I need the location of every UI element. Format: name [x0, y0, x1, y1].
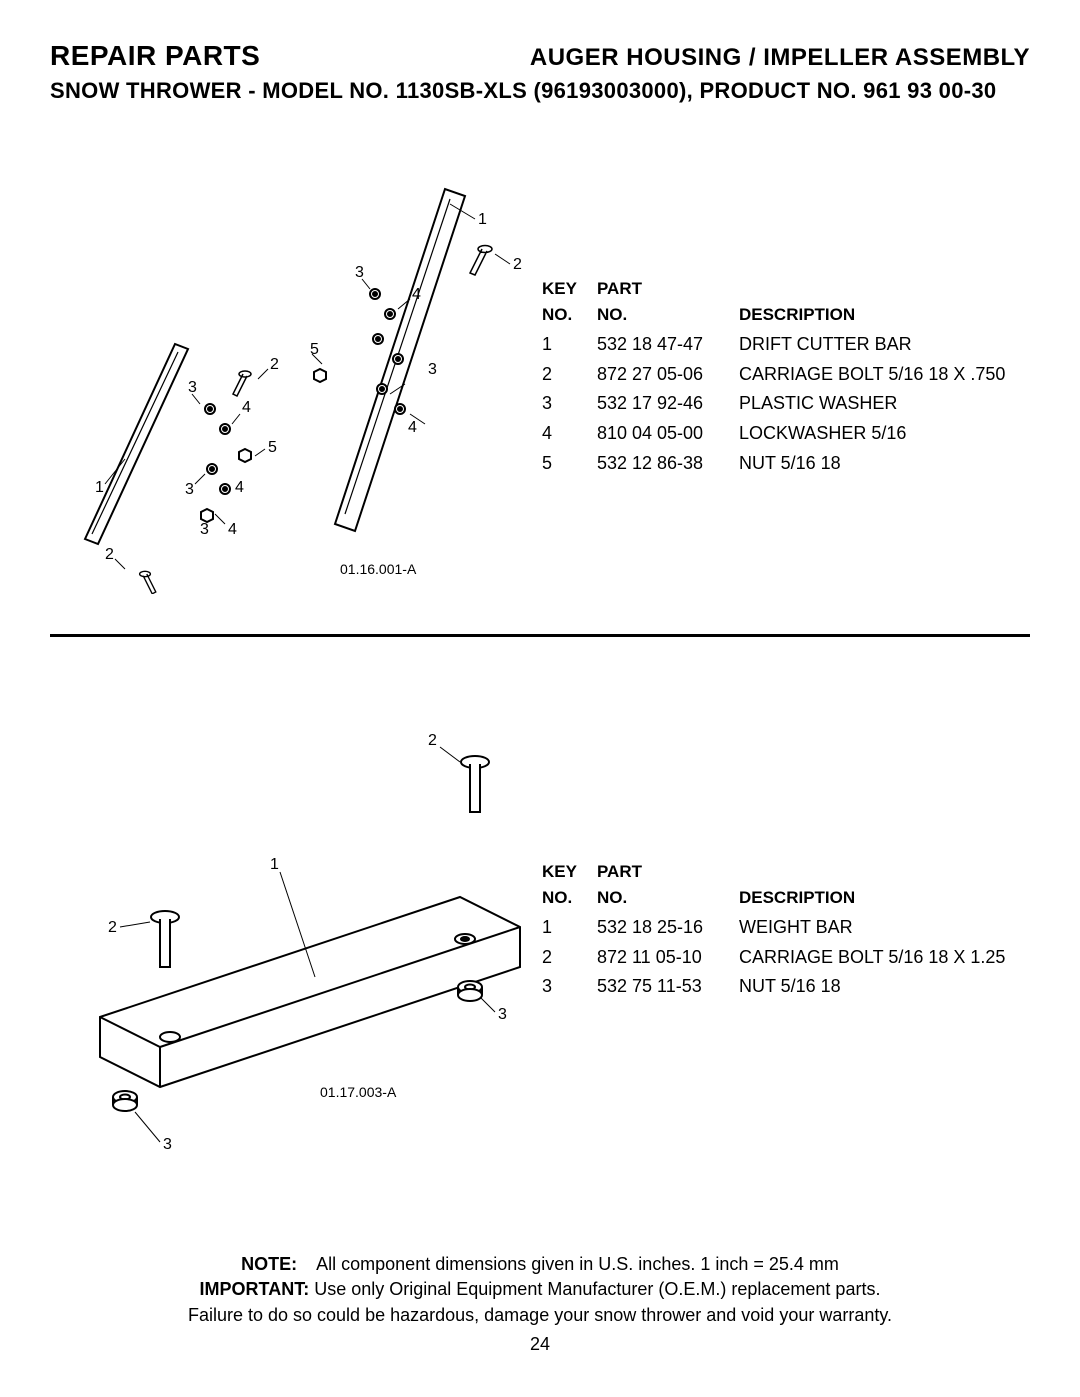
- drift-cutter-diagram-right: 1 2 3 4 5 3 4 01.16.001-A: [310, 174, 540, 594]
- model-line: SNOW THROWER - MODEL NO. 1130SB-XLS (961…: [50, 78, 1030, 104]
- note-label: NOTE:: [241, 1254, 297, 1274]
- svg-text:2: 2: [513, 256, 522, 273]
- cell-desc: PLASTIC WASHER: [739, 390, 1023, 418]
- svg-text:2: 2: [105, 546, 114, 563]
- cell-desc: WEIGHT BAR: [739, 914, 1023, 942]
- cell-key: 3: [542, 390, 595, 418]
- col-key: KEYNO.: [542, 276, 595, 329]
- model-number: 1130SB-XLS: [396, 78, 527, 103]
- diagram-code-2: 01.17.003-A: [320, 1084, 397, 1100]
- cell-desc: DRIFT CUTTER BAR: [739, 331, 1023, 359]
- cell-part: 532 18 47-47: [597, 331, 737, 359]
- svg-text:3: 3: [163, 1136, 172, 1153]
- svg-text:3: 3: [200, 521, 209, 538]
- svg-text:3: 3: [185, 481, 194, 498]
- col-desc: DESCRIPTION: [739, 859, 1023, 912]
- cell-key: 3: [542, 973, 595, 1001]
- cell-key: 1: [542, 331, 595, 359]
- cell-part: 532 12 86-38: [597, 450, 737, 478]
- table-row: 1532 18 47-47DRIFT CUTTER BAR: [542, 331, 1023, 359]
- note-text: All component dimensions given in U.S. i…: [316, 1254, 839, 1274]
- svg-text:4: 4: [228, 521, 237, 538]
- svg-text:1: 1: [478, 211, 487, 228]
- col-part: PARTNO.: [597, 276, 737, 329]
- svg-text:2: 2: [108, 919, 117, 936]
- drift-cutter-diagram-left: 1 3 4 5 3 4 4 3 2 2: [50, 334, 300, 594]
- model-suffix: (96193003000), PRODUCT NO. 961 93 00-30: [533, 78, 996, 103]
- parts-table-2: KEYNO. PARTNO. DESCRIPTION 1532 18 25-16…: [540, 857, 1025, 1003]
- warning-text: Failure to do so could be hazardous, dam…: [50, 1303, 1030, 1328]
- cell-part: 532 75 11-53: [597, 973, 737, 1001]
- svg-text:4: 4: [412, 286, 421, 303]
- svg-text:3: 3: [428, 361, 437, 378]
- cell-part: 532 17 92-46: [597, 390, 737, 418]
- svg-text:2: 2: [270, 356, 279, 373]
- cell-key: 1: [542, 914, 595, 942]
- svg-text:4: 4: [408, 419, 417, 436]
- cell-desc: NUT 5/16 18: [739, 450, 1023, 478]
- svg-text:3: 3: [188, 379, 197, 396]
- table-body-2: 1532 18 25-16WEIGHT BAR2872 11 05-10CARR…: [542, 914, 1023, 1002]
- diagram-code-1: 01.16.001-A: [340, 561, 417, 577]
- repair-parts-title: REPAIR PARTS: [50, 40, 260, 72]
- table-row: 5532 12 86-38NUT 5/16 18: [542, 450, 1023, 478]
- page-number: 24: [50, 1332, 1030, 1357]
- cell-key: 2: [542, 361, 595, 389]
- svg-text:2: 2: [428, 732, 437, 749]
- svg-text:4: 4: [235, 479, 244, 496]
- table-row: 2872 11 05-10CARRIAGE BOLT 5/16 18 X 1.2…: [542, 944, 1023, 972]
- svg-text:5: 5: [310, 341, 319, 358]
- cell-part: 532 18 25-16: [597, 914, 737, 942]
- footer-notes: NOTE: All component dimensions given in …: [50, 1252, 1030, 1357]
- section-weight-bar: 1 2 2 3 3 01.17.003-A KEYNO. PARTNO. DES…: [50, 697, 1030, 1137]
- col-key: KEYNO.: [542, 859, 595, 912]
- important-text: Use only Original Equipment Manufacturer…: [314, 1279, 880, 1299]
- cell-part: 872 11 05-10: [597, 944, 737, 972]
- table-row: 1532 18 25-16WEIGHT BAR: [542, 914, 1023, 942]
- model-prefix: SNOW THROWER - MODEL NO.: [50, 78, 389, 103]
- cell-key: 5: [542, 450, 595, 478]
- weight-bar-diagram: 1 2 2 3 3 01.17.003-A: [60, 697, 540, 1157]
- cell-desc: NUT 5/16 18: [739, 973, 1023, 1001]
- svg-text:3: 3: [498, 1006, 507, 1023]
- header-row: REPAIR PARTS AUGER HOUSING / IMPELLER AS…: [50, 40, 1030, 72]
- table-row: 4810 04 05-00LOCKWASHER 5/16: [542, 420, 1023, 448]
- table-row: 3532 75 11-53NUT 5/16 18: [542, 973, 1023, 1001]
- cell-desc: LOCKWASHER 5/16: [739, 420, 1023, 448]
- col-part: PARTNO.: [597, 859, 737, 912]
- cell-part: 810 04 05-00: [597, 420, 737, 448]
- table-row: 3532 17 92-46PLASTIC WASHER: [542, 390, 1023, 418]
- cell-desc: CARRIAGE BOLT 5/16 18 X .750: [739, 361, 1023, 389]
- svg-text:5: 5: [268, 439, 277, 456]
- cell-desc: CARRIAGE BOLT 5/16 18 X 1.25: [739, 944, 1023, 972]
- important-label: IMPORTANT:: [200, 1279, 310, 1299]
- table-body-1: 1532 18 47-47DRIFT CUTTER BAR2872 27 05-…: [542, 331, 1023, 478]
- cell-key: 4: [542, 420, 595, 448]
- parts-table-1: KEYNO. PARTNO. DESCRIPTION 1532 18 47-47…: [540, 274, 1025, 480]
- cell-part: 872 27 05-06: [597, 361, 737, 389]
- table-row: 2872 27 05-06CARRIAGE BOLT 5/16 18 X .75…: [542, 361, 1023, 389]
- section-divider: [50, 634, 1030, 637]
- assembly-title: AUGER HOUSING / IMPELLER ASSEMBLY: [530, 44, 1030, 72]
- svg-text:4: 4: [242, 399, 251, 416]
- svg-text:1: 1: [95, 479, 104, 496]
- svg-text:3: 3: [355, 264, 364, 281]
- col-desc: DESCRIPTION: [739, 276, 1023, 329]
- section-drift-cutter: 1 3 4 5 3 4 4 3 2 2: [50, 184, 1030, 634]
- svg-text:1: 1: [270, 856, 279, 873]
- cell-key: 2: [542, 944, 595, 972]
